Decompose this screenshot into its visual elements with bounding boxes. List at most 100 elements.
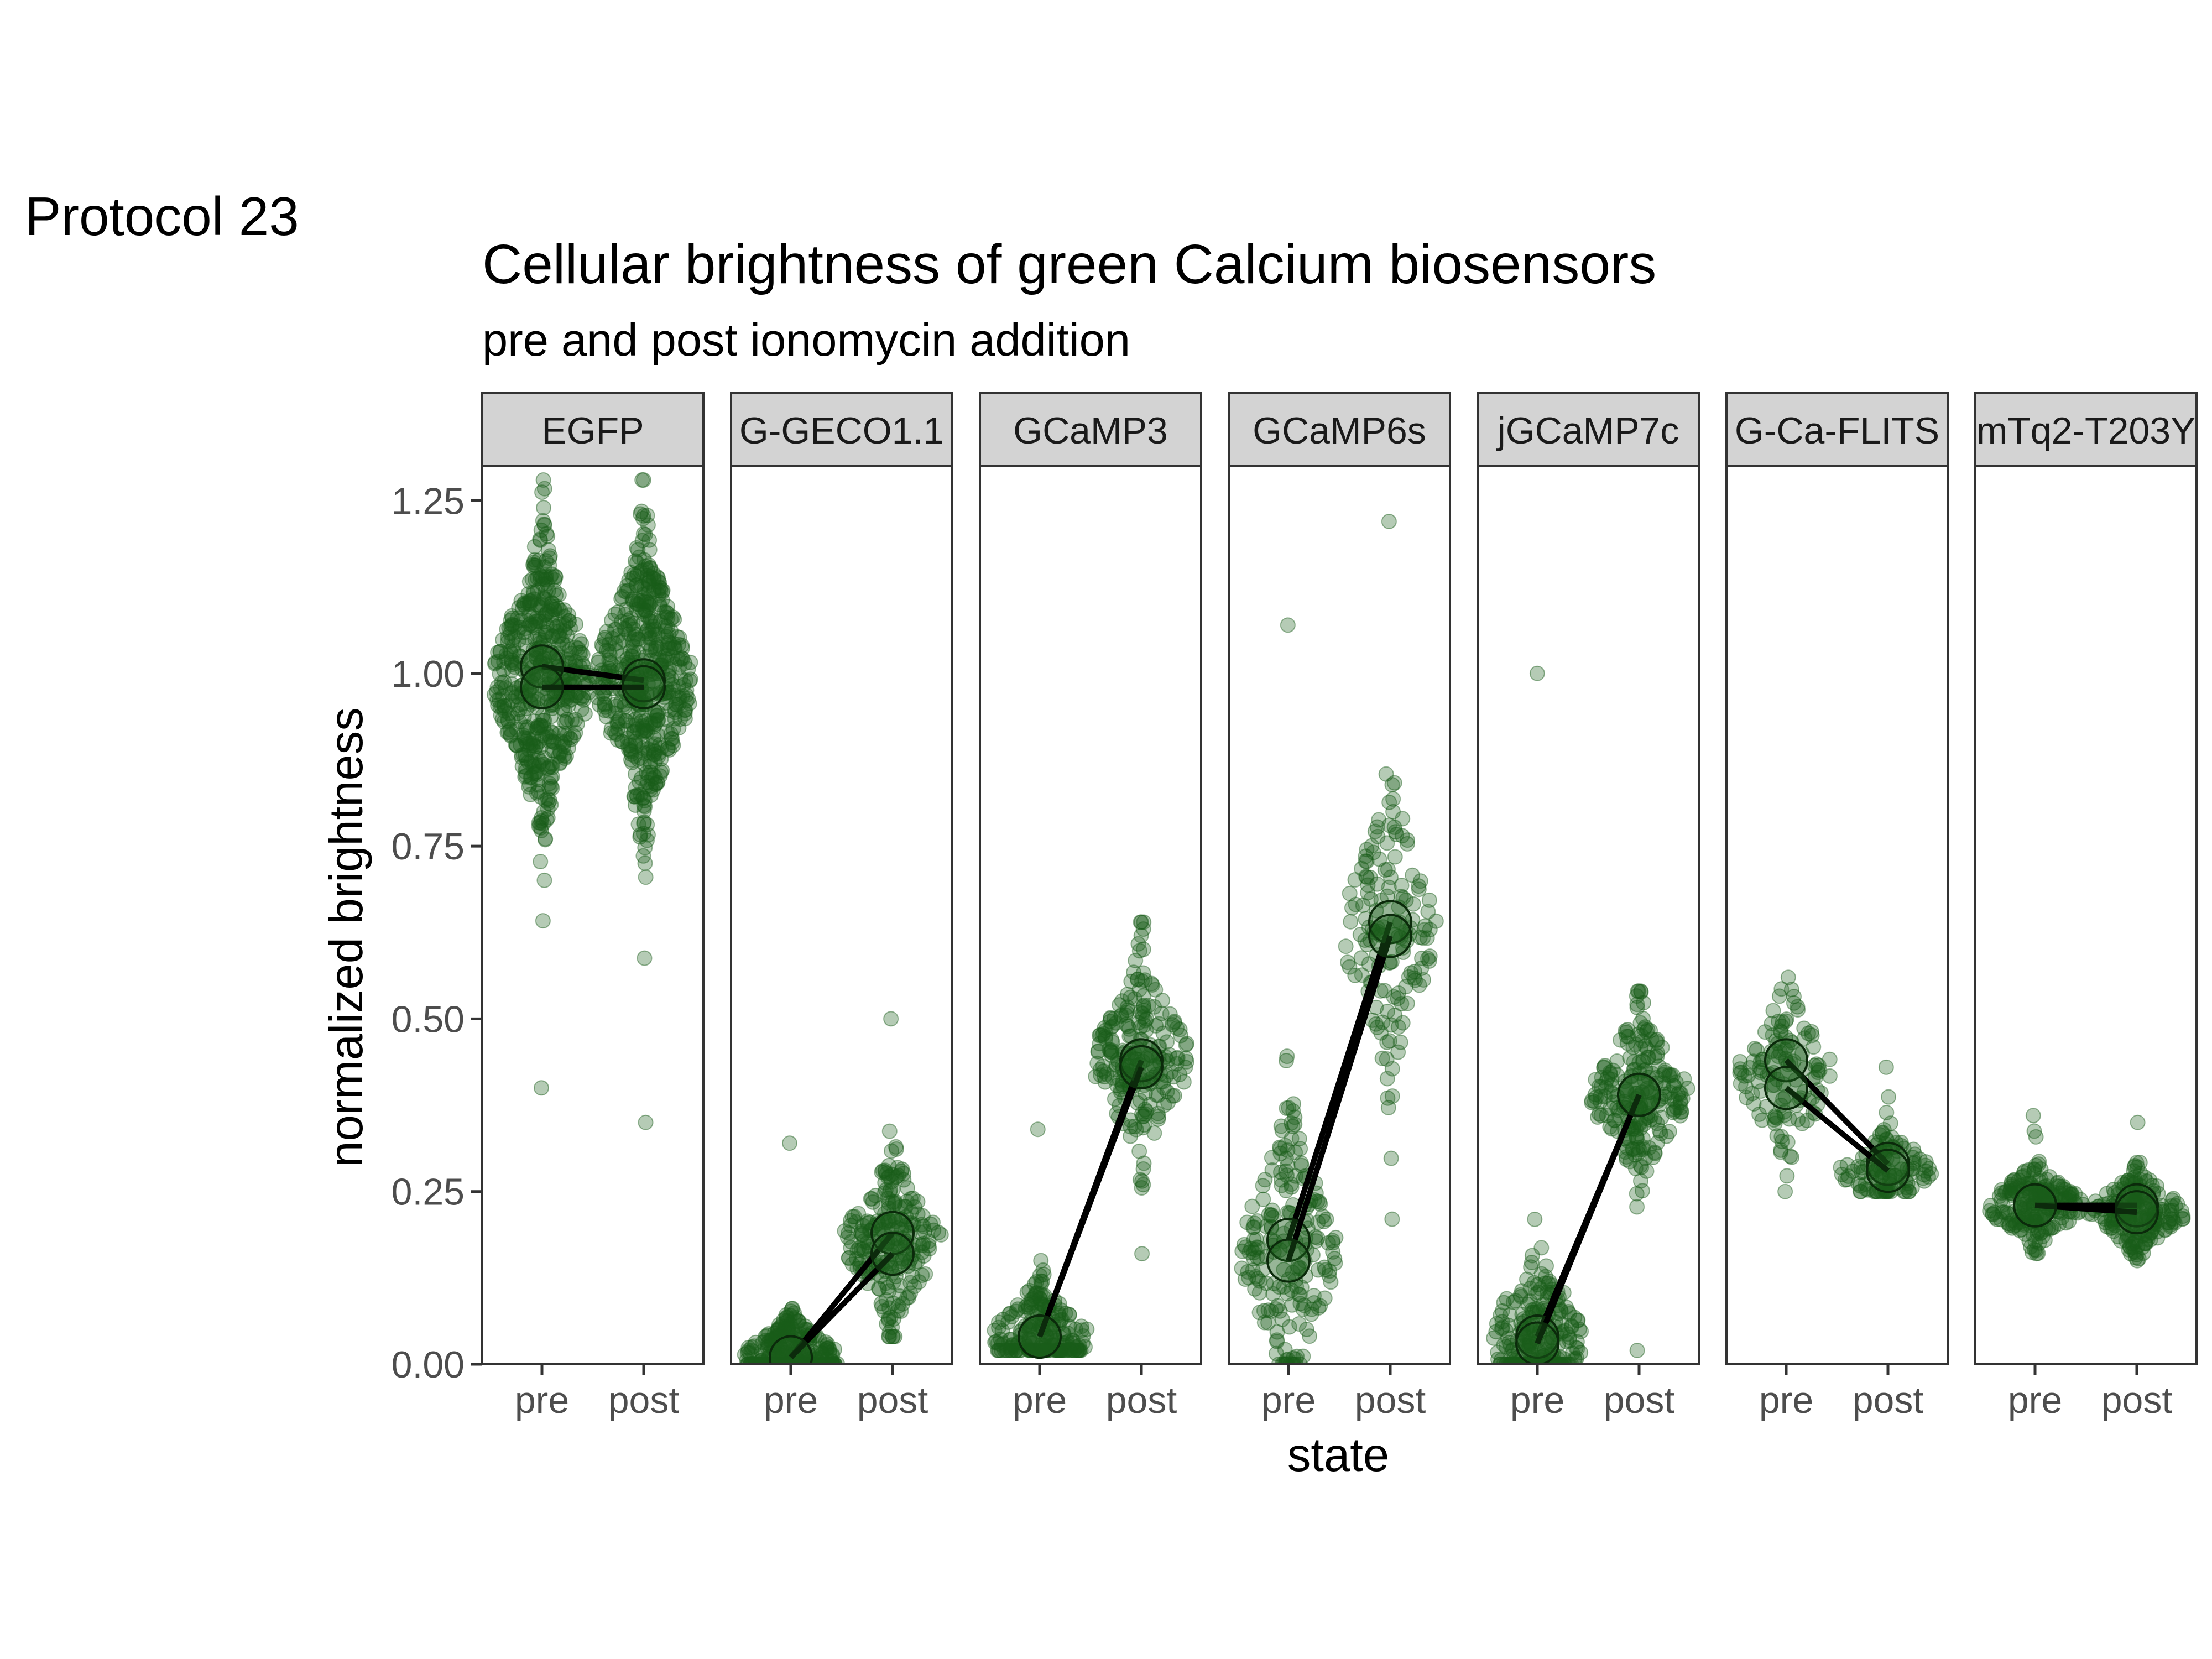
data-point: [517, 731, 533, 747]
data-point: [647, 712, 663, 728]
data-point: [2111, 1182, 2127, 1198]
data-point: [601, 636, 617, 652]
data-point: [1602, 1066, 1618, 1082]
data-point: [1631, 1142, 1647, 1158]
data-point: [545, 628, 561, 644]
data-point: [529, 582, 545, 598]
data-point: [894, 1163, 910, 1179]
data-point: [888, 1139, 904, 1155]
data-point: [644, 771, 660, 787]
data-point: [1657, 1065, 1673, 1081]
data-point: [521, 597, 538, 613]
data-point: [514, 758, 530, 774]
data-point: [564, 713, 580, 729]
data-point: [639, 562, 655, 578]
data-point: [508, 737, 524, 753]
data-point: [1264, 1207, 1280, 1223]
data-point: [1020, 1300, 1036, 1316]
data-point: [2017, 1201, 2033, 1217]
data-point: [1287, 1357, 1303, 1364]
data-point: [624, 592, 640, 608]
data-point: [888, 1141, 904, 1157]
data-point: [548, 587, 564, 603]
data-point: [635, 725, 651, 741]
data-point: [621, 626, 637, 642]
data-point: [743, 1357, 759, 1364]
data-point: [1168, 1050, 1185, 1066]
data-point: [541, 648, 557, 664]
data-point: [1312, 1298, 1328, 1314]
data-point: [547, 568, 564, 585]
data-point: [1367, 823, 1383, 839]
data-point: [639, 817, 655, 833]
data-point: [997, 1343, 1013, 1359]
data-point: [1033, 1253, 1049, 1269]
data-point: [541, 780, 557, 796]
data-point: [1639, 1081, 1655, 1097]
data-point: [667, 696, 684, 712]
data-point: [633, 787, 649, 803]
data-point: [504, 610, 520, 626]
data-point: [1556, 1357, 1572, 1364]
data-point: [651, 575, 667, 591]
data-point: [1569, 1313, 1585, 1329]
data-point: [504, 633, 520, 649]
data-point: [626, 567, 642, 583]
data-point: [1071, 1343, 1087, 1359]
data-point: [646, 730, 662, 746]
chart-title: Cellular brightness of green Calcium bio…: [482, 233, 1656, 295]
data-point: [544, 595, 560, 611]
data-point: [1283, 1115, 1299, 1131]
data-point: [1394, 996, 1410, 1012]
data-point: [1106, 1010, 1122, 1026]
data-point: [1746, 1095, 1762, 1112]
data-point: [1298, 1322, 1314, 1338]
data-point: [1146, 999, 1162, 1015]
data-point: [1383, 869, 1399, 885]
data-point: [1021, 1322, 1037, 1338]
data-point: [613, 591, 629, 607]
data-point: [523, 593, 539, 609]
data-point: [518, 764, 534, 780]
data-point: [541, 582, 557, 598]
data-point: [844, 1256, 860, 1272]
data-point: [552, 754, 568, 770]
data-point: [489, 679, 505, 695]
data-point: [1023, 1298, 1039, 1314]
data-point: [778, 1342, 794, 1358]
data-point: [1322, 1263, 1338, 1279]
data-point: [561, 613, 577, 629]
data-point: [607, 636, 623, 652]
data-point: [1384, 1061, 1400, 1077]
data-point: [1994, 1182, 2010, 1198]
data-point: [753, 1357, 769, 1364]
data-point: [1567, 1350, 1583, 1364]
data-point: [1115, 1073, 1131, 1089]
data-point: [1291, 1131, 1307, 1147]
data-point: [1584, 1093, 1600, 1109]
data-point: [2104, 1220, 2120, 1236]
data-point: [492, 644, 508, 660]
data-point: [2028, 1246, 2044, 1262]
data-point: [1119, 1005, 1135, 1021]
data-point: [1135, 999, 1151, 1015]
data-point: [917, 1223, 933, 1239]
data-point: [1573, 1323, 1589, 1339]
data-point: [2011, 1172, 2027, 1188]
data-point: [1494, 1314, 1510, 1330]
replicate-median-pre: [1266, 1238, 1311, 1283]
data-point: [502, 643, 518, 659]
data-point: [2017, 1226, 2033, 1242]
data-point: [1287, 1117, 1303, 1133]
data-point: [775, 1357, 791, 1364]
data-point: [910, 1206, 926, 1222]
data-point: [887, 1329, 903, 1345]
data-point: [1777, 1183, 1793, 1199]
data-point: [777, 1355, 793, 1364]
data-point: [562, 730, 578, 746]
data-point: [636, 723, 652, 739]
data-point: [2016, 1165, 2032, 1181]
data-point: [1850, 1176, 1866, 1192]
data-point: [876, 1303, 892, 1319]
